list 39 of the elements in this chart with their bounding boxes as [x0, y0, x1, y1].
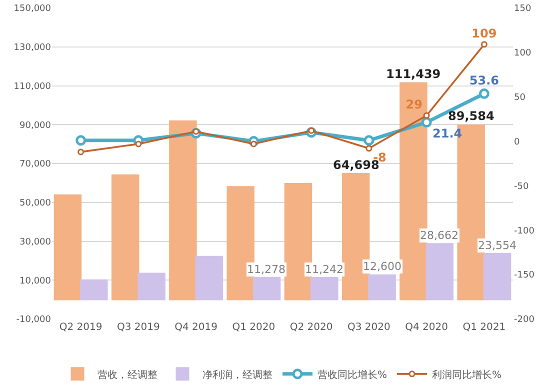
y2-tick-label: 100 [514, 48, 532, 59]
x-tick-label: Q2 2020 [290, 322, 333, 333]
y2-tick-label: -150 [514, 270, 535, 281]
y-tick-label: 90,000 [20, 120, 52, 131]
data-label: 53.6 [469, 74, 499, 88]
y2-tick-label: -50 [514, 182, 529, 192]
y-tick-label: 30,000 [20, 237, 52, 248]
data-label: 111,439 [386, 67, 441, 81]
y-tick-label: 50,000 [20, 198, 52, 209]
y2-tick-label: -200 [514, 315, 535, 326]
x-tick-label: Q4 2020 [405, 322, 448, 333]
data-label: 28,662 [420, 229, 458, 242]
data-label: 89,584 [448, 109, 494, 123]
y-tick-label: 130,000 [14, 43, 52, 54]
y2-tick-label: 0 [514, 137, 520, 148]
y-tick-label: 70,000 [20, 160, 52, 170]
y-tick-label: 110,000 [14, 82, 52, 92]
x-tick-label: Q1 2021 [462, 322, 506, 333]
data-label: 11,242 [305, 263, 344, 276]
y-tick-label: 10,000 [20, 276, 52, 286]
data-label: 12,600 [363, 260, 402, 273]
x-tick-label: Q3 2019 [117, 322, 160, 333]
y-tick-label: -10,000 [16, 315, 52, 326]
legend-label: 营收，经调整 [98, 368, 158, 381]
legend-label: 利润同比增长% [432, 368, 502, 381]
data-label: 29 [406, 97, 422, 112]
legend-label: 营收同比增长% [318, 368, 388, 381]
y2-tick-label: 150 [514, 4, 532, 14]
y2-tick-label: 50 [514, 93, 526, 104]
x-tick-label: Q3 2020 [348, 322, 390, 333]
x-tick-label: Q2 2019 [59, 322, 102, 333]
x-tick-label: Q1 2020 [232, 322, 276, 333]
data-label: 109 [472, 26, 497, 40]
data-label: 23,554 [478, 239, 516, 252]
y-tick-label: 150,000 [14, 4, 52, 14]
data-label: 11,278 [247, 263, 286, 276]
x-tick-label: Q4 2019 [174, 322, 218, 333]
legend-label: 净利润，经调整 [202, 368, 272, 381]
y2-tick-label: -100 [514, 226, 535, 236]
